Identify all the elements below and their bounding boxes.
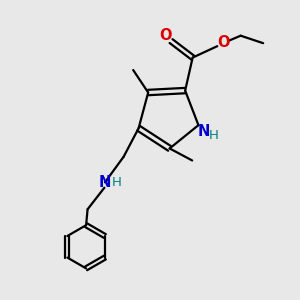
Text: N: N [198,124,210,139]
Text: H: H [112,176,121,189]
Text: O: O [160,28,172,43]
Text: N: N [98,175,111,190]
Text: H: H [209,129,219,142]
Text: O: O [218,35,230,50]
